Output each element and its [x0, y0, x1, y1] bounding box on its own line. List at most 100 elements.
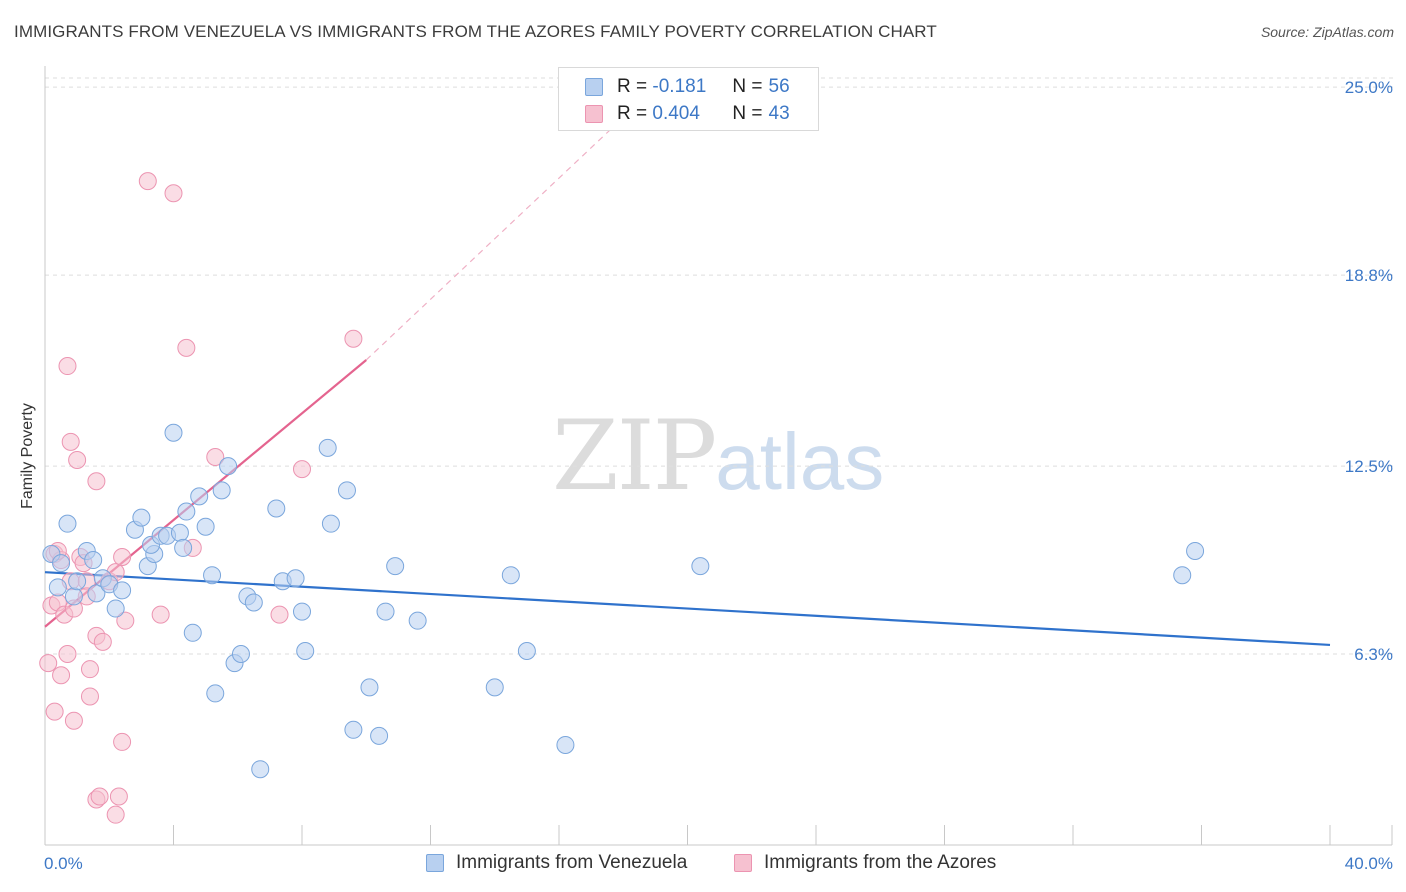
venezuela-point — [296, 641, 315, 660]
series-legend: Immigrants from Venezuela Immigrants fro… — [0, 852, 1406, 878]
venezuela-point — [376, 602, 395, 621]
venezuela-point — [196, 517, 215, 536]
azores-point — [45, 702, 64, 721]
venezuela-point — [206, 684, 225, 703]
venezuela-point — [170, 523, 189, 542]
gridlines — [45, 77, 1395, 655]
venezuela-points — [42, 423, 1205, 779]
venezuela-trend-line — [44, 571, 1331, 647]
venezuela-point — [190, 487, 209, 506]
venezuela-point — [164, 423, 183, 442]
source-label: Source: ZipAtlas.com — [1260, 24, 1394, 40]
y-tick-label: 6.3% — [1354, 645, 1393, 664]
azores-point — [113, 548, 132, 567]
azores-point — [80, 660, 99, 679]
azores-point — [39, 654, 58, 673]
azores-point — [68, 451, 87, 470]
venezuela-point — [106, 599, 125, 618]
venezuela-point — [485, 678, 504, 697]
venezuela-point — [52, 554, 71, 573]
azores-point — [93, 632, 112, 651]
azores-point — [344, 329, 363, 348]
venezuela-point — [293, 602, 311, 621]
venezuela-point — [386, 557, 405, 576]
venezuela-point — [68, 572, 87, 591]
legend-swatch-azores — [585, 105, 603, 123]
correlation-legend: R = -0.181 N = 56 R = 0.404 N = 43 — [558, 67, 819, 131]
legend-r-label: R = — [617, 76, 648, 97]
series-swatch-azores — [734, 854, 752, 872]
venezuela-point — [212, 481, 231, 500]
azores-point — [206, 447, 225, 466]
venezuela-point — [84, 551, 103, 570]
series-label-azores: Immigrants from the Azores — [764, 852, 997, 873]
venezuela-point — [1186, 541, 1205, 560]
azores-point — [58, 645, 77, 664]
azores-point — [113, 732, 132, 751]
venezuela-point — [344, 720, 363, 739]
azores-point — [87, 472, 106, 491]
watermark-atlas: atlas — [715, 417, 885, 506]
y-axis-label: Family Poverty — [19, 403, 36, 509]
venezuela-point — [267, 499, 286, 518]
venezuela-point — [286, 569, 305, 588]
azores-point — [151, 605, 170, 624]
azores-point — [138, 172, 157, 191]
azores-point — [90, 787, 109, 806]
y-tick-label: 12.5% — [1345, 457, 1393, 476]
venezuela-point — [501, 566, 520, 585]
y-tick-label: 18.8% — [1345, 266, 1393, 285]
venezuela-point — [231, 645, 250, 664]
azores-point — [64, 711, 83, 730]
legend-n-label: N = — [732, 103, 763, 124]
series-swatch-venezuela — [426, 854, 444, 872]
legend-r-value: -0.181 — [652, 76, 707, 97]
venezuela-point — [219, 457, 238, 476]
venezuela-point — [517, 641, 536, 660]
venezuela-point — [360, 678, 379, 697]
venezuela-point — [183, 623, 202, 642]
azores-point — [164, 184, 183, 203]
azores-point — [293, 460, 311, 479]
venezuela-point — [321, 514, 340, 533]
chart-title: IMMIGRANTS FROM VENEZUELA VS IMMIGRANTS … — [14, 22, 937, 41]
venezuela-point — [132, 508, 151, 527]
venezuela-point — [203, 566, 222, 585]
venezuela-point — [691, 557, 710, 576]
venezuela-point — [1173, 566, 1192, 585]
series-legend-venezuela: Immigrants from Venezuela — [426, 852, 687, 874]
series-label-venezuela: Immigrants from Venezuela — [456, 852, 688, 873]
legend-r-label: R = — [617, 103, 648, 124]
azores-point — [106, 805, 125, 824]
watermark: ZIPatlas — [552, 400, 884, 512]
legend-row-azores: R = 0.404 N = 43 — [585, 102, 790, 126]
legend-n-label: N = — [732, 76, 763, 97]
legend-n-value: 43 — [768, 103, 790, 124]
azores-point — [80, 687, 99, 706]
legend-row-venezuela: R = -0.181 N = 56 — [585, 75, 790, 99]
watermark-zip: ZIP — [552, 400, 717, 512]
azores-point — [270, 605, 289, 624]
venezuela-point — [87, 584, 106, 603]
azores-point — [177, 338, 196, 357]
venezuela-point — [58, 514, 77, 533]
azores-point — [109, 787, 128, 806]
venezuela-point — [64, 587, 83, 606]
venezuela-point — [251, 760, 270, 779]
axes — [44, 66, 1393, 846]
azores-trend-extension — [365, 71, 672, 361]
series-legend-azores: Immigrants from the Azores — [734, 852, 996, 874]
x-tick-label: 40.0% — [1345, 854, 1393, 873]
venezuela-point — [48, 578, 67, 597]
tick-labels: 6.3% 12.5% 18.8% 25.0% 0.0% 40.0% — [44, 78, 1393, 873]
venezuela-point — [556, 735, 575, 754]
azores-point — [116, 611, 135, 630]
venezuela-point — [318, 438, 337, 457]
y-tick-label: 25.0% — [1345, 78, 1393, 97]
azores-point — [61, 432, 80, 451]
legend-r-value: 0.404 — [652, 103, 700, 124]
venezuela-point — [174, 538, 193, 557]
x-tick-label: 0.0% — [44, 854, 83, 873]
venezuela-point — [370, 726, 389, 745]
